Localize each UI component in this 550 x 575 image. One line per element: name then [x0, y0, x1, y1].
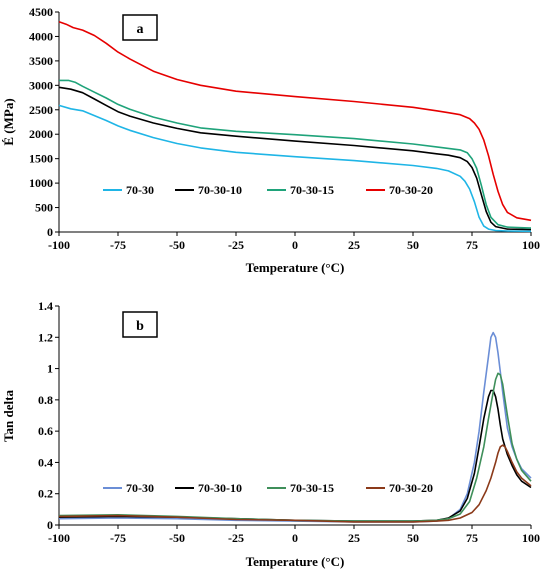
- panel-a-y-tick-label: 0: [47, 225, 53, 239]
- panel-a-series-line-3: [58, 21, 532, 222]
- panel-a-x-tick-label: 25: [348, 238, 360, 252]
- panel-a-x-tick-label: -100: [48, 238, 70, 252]
- panel-b-legend-label-3: 70-30-20: [389, 481, 433, 495]
- panel-b-x-tick-label: 100: [522, 531, 540, 545]
- panel-a-x-tick-label: 50: [407, 238, 419, 252]
- panel-a-legend-label-1: 70-30-10: [198, 183, 242, 197]
- panel-a-series-line-2: [59, 79, 532, 229]
- panel-b-x-tick-label: 25: [348, 531, 360, 545]
- panel-a-y-tick-label: 1500: [29, 152, 53, 166]
- panel-a-label: a: [137, 22, 144, 37]
- panel-b-legend-label-0: 70-30: [126, 481, 154, 495]
- panel-b-y-tick-label: 0.8: [38, 393, 53, 407]
- panel-a-x-tick-label: -75: [110, 238, 126, 252]
- panel-b-x-tick-label: -50: [169, 531, 185, 545]
- panel-b-y-axis-title: Tan delta: [1, 390, 16, 442]
- panel-b-y-tick-label: 0.6: [38, 424, 53, 438]
- panel-a-x-tick-label: 100: [522, 238, 540, 252]
- panel-a-x-axis-title: Temperature (°C): [246, 260, 345, 275]
- panel-a-y-tick-label: 4500: [29, 5, 53, 19]
- panel-b-x-axis-title: Temperature (°C): [246, 554, 345, 569]
- panel-b-y-tick-label: 0.2: [38, 487, 53, 501]
- panel-b-x-tick-label: 50: [407, 531, 419, 545]
- panel-b-x-tick-label: -100: [48, 531, 70, 545]
- panel-a-label-box: [122, 14, 158, 41]
- panel-a-y-tick-label: 1000: [29, 176, 53, 190]
- panel-b-y-tick-label: 0.4: [38, 455, 53, 469]
- panel-a-y-axis-title: É (MPa): [1, 98, 16, 145]
- panel-b-series-line-2: [58, 372, 532, 522]
- panel-b-legend-label-2: 70-30-15: [290, 481, 334, 495]
- panel-a-x-tick-label: -50: [169, 238, 185, 252]
- panel-a-x-tick-label: -25: [228, 238, 244, 252]
- panel-a-y-tick-label: 3000: [29, 78, 53, 92]
- panel-a-legend-label-2: 70-30-15: [290, 183, 334, 197]
- panel-a-series-line-1: [58, 86, 532, 231]
- panel-a-y-tick-label: 2500: [29, 103, 53, 117]
- panel-b-x-tick-label: -75: [110, 531, 126, 545]
- panel-a-legend-label-0: 70-30: [126, 183, 154, 197]
- panel-b-legend-label-1: 70-30-10: [198, 481, 242, 495]
- panel-a-y-tick-label: 2000: [29, 127, 53, 141]
- panel-b-y-tick-label: 1.4: [38, 299, 53, 313]
- panel-a-x-tick-label: 75: [466, 238, 478, 252]
- panel-b-label: b: [136, 319, 144, 334]
- panel-a-y-tick-label: 4000: [29, 29, 53, 43]
- panel-a-y-tick-label: 500: [35, 201, 53, 215]
- panel-a-x-tick-label: 0: [292, 238, 298, 252]
- panel-b: 0 0.2 0.4 0.6 0.8 1 1.2 1.4 -100 -75 -50 -25 0 25 50 7…: [1, 299, 540, 569]
- panel-b-y-tick-label: 1.2: [38, 330, 53, 344]
- panel-a-series-line-0: [58, 104, 532, 233]
- panel-a-legend-label-3: 70-30-20: [389, 183, 433, 197]
- panel-b-y-tick-label: 0: [47, 518, 53, 532]
- panel-b-y-tick-label: 1: [47, 362, 53, 376]
- panel-b-series-line-3: [58, 444, 532, 523]
- panel-b-x-tick-label: 0: [292, 531, 298, 545]
- panel-b-x-tick-label: 75: [466, 531, 478, 545]
- panel-a-y-tick-label: 3500: [29, 54, 53, 68]
- panel-b-label-box: [122, 311, 158, 338]
- panel-b-x-tick-label: -25: [228, 531, 244, 545]
- panel-b-series-line-1: [58, 389, 532, 522]
